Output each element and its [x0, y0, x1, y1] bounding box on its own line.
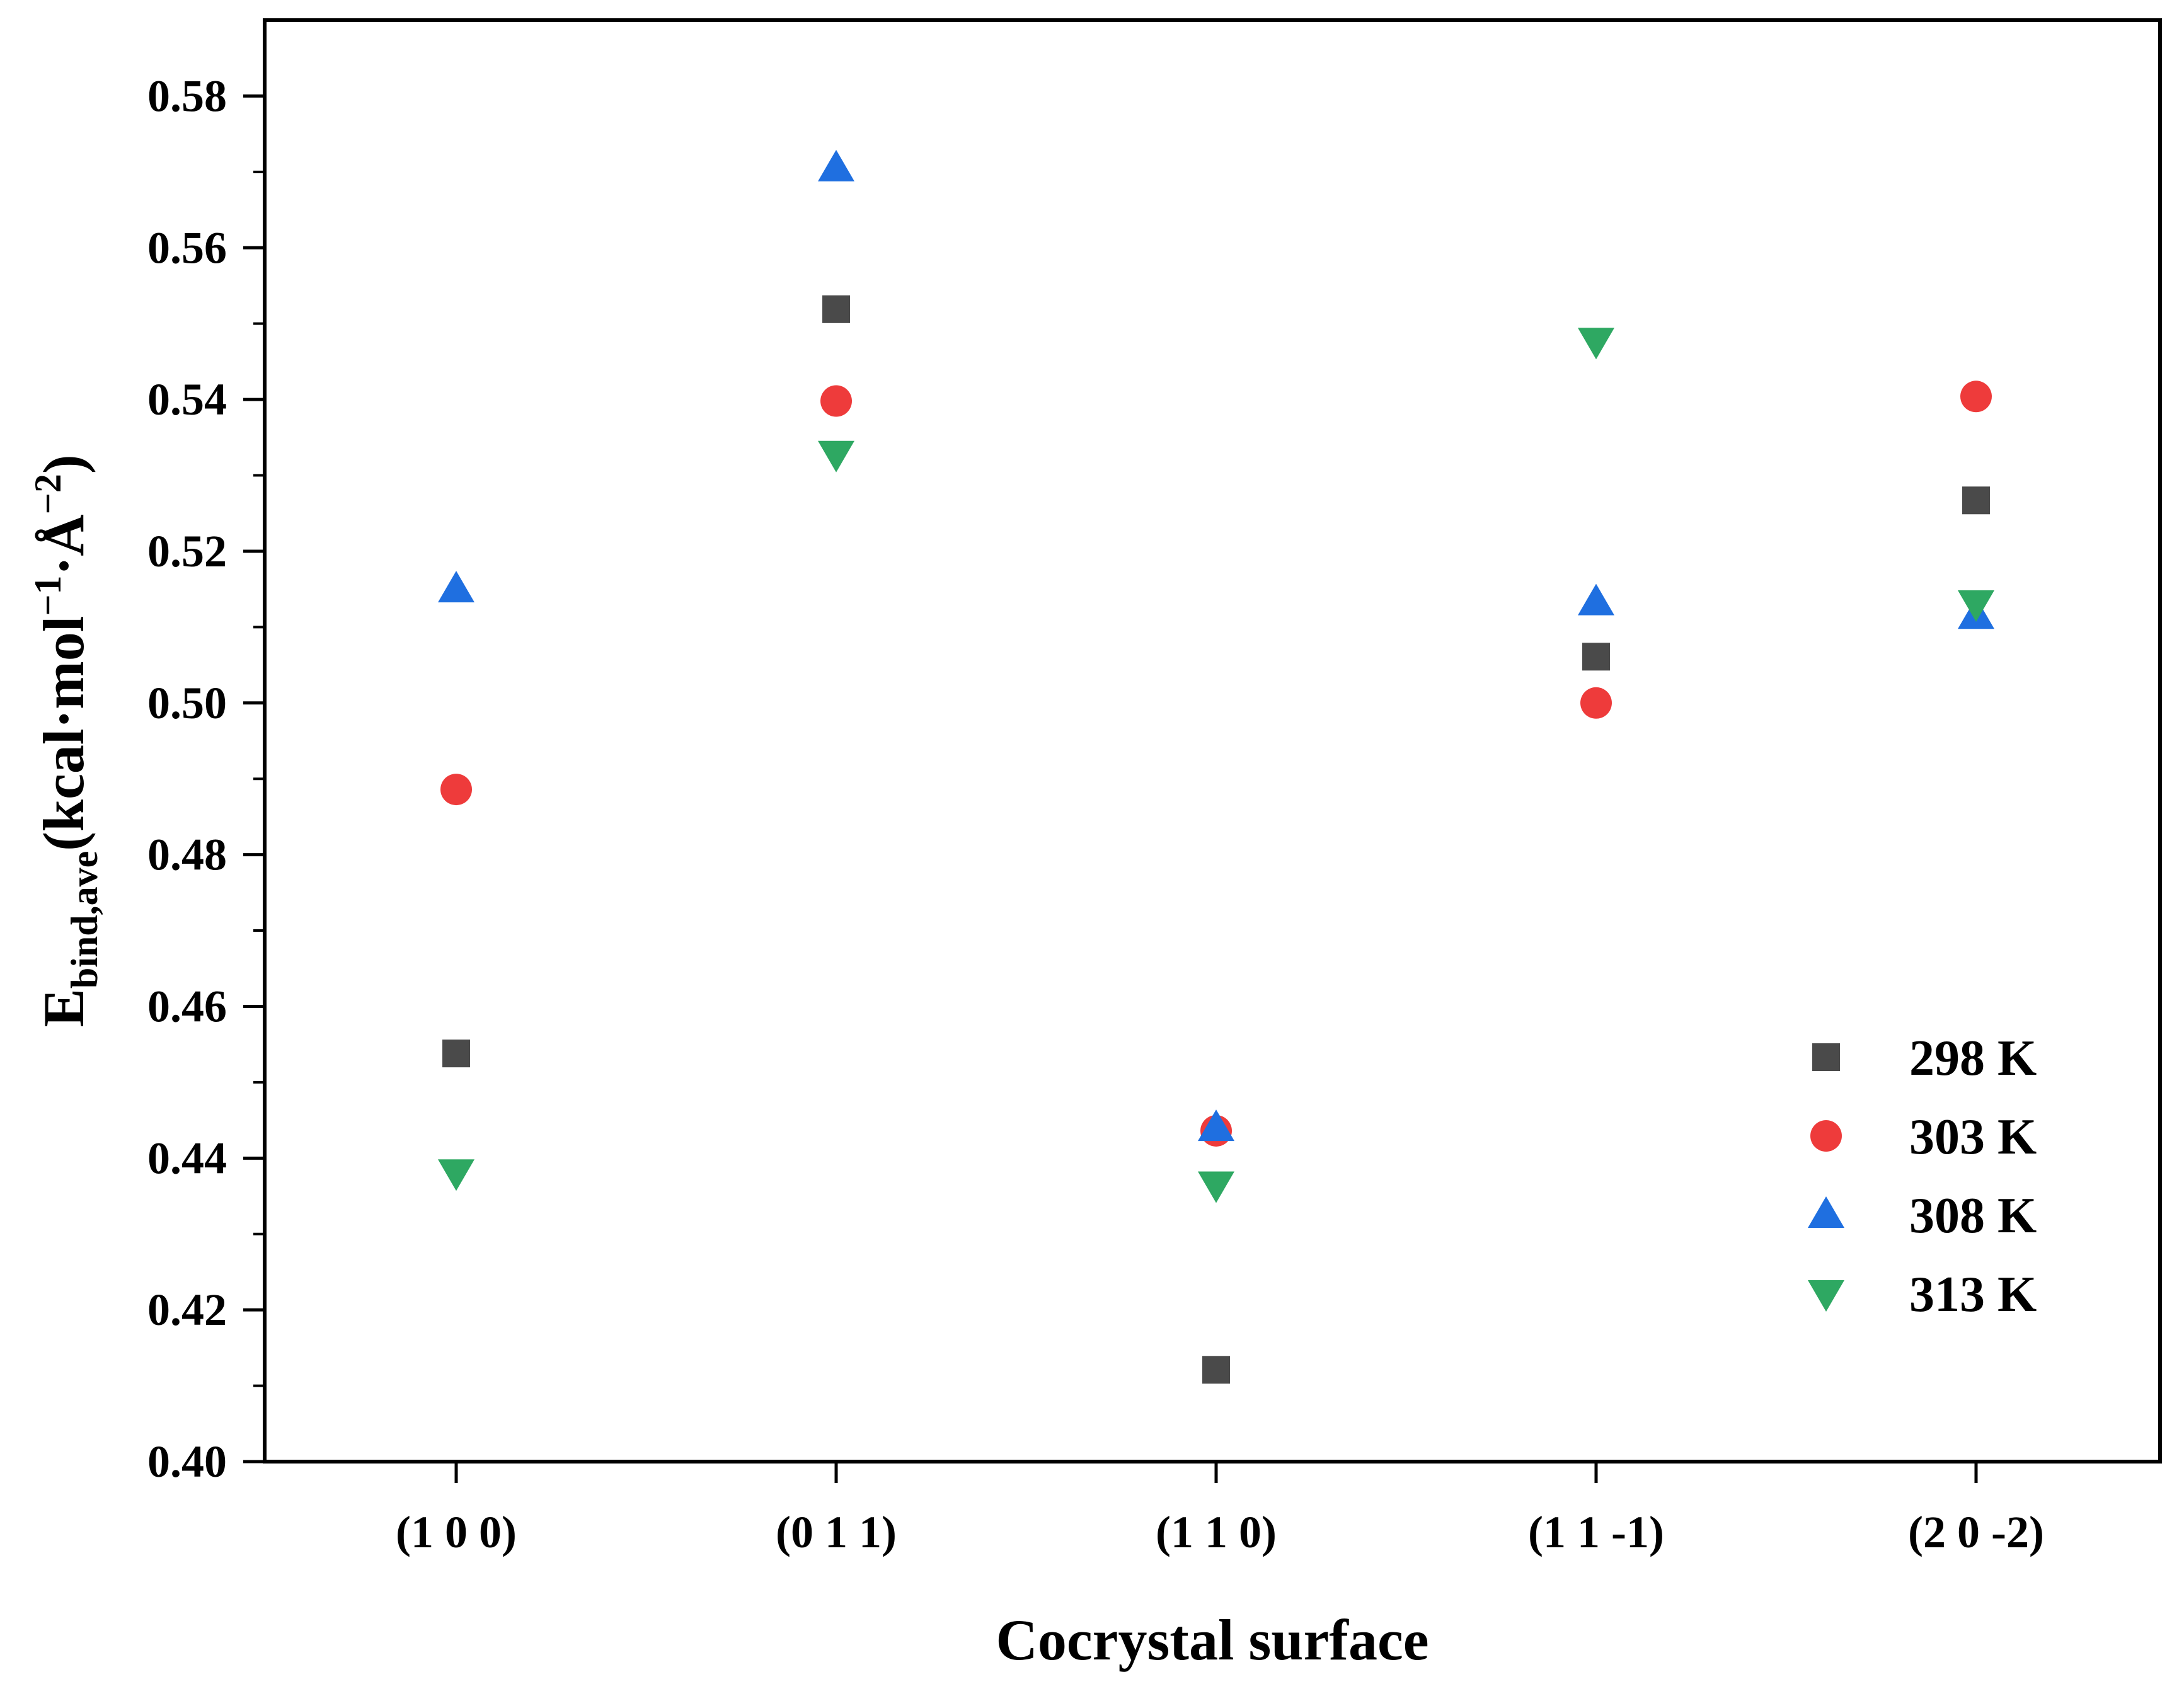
data-point	[1202, 1356, 1230, 1384]
legend-label: 313 K	[1909, 1267, 2037, 1322]
data-point	[1578, 328, 1614, 360]
x-tick-label: (1 1 -1)	[1528, 1507, 1664, 1557]
legend: 298 K 303 K 308 K 313 K	[1808, 1031, 2037, 1322]
x-axis-title: Cocrystal surface	[996, 1608, 1428, 1672]
x-axis: (1 0 0) (0 1 1) (1 1 0) (1 1 -1) (2 0 -2)	[396, 1462, 2044, 1557]
y-tick-label: 0.46	[147, 981, 227, 1031]
y-tick-label: 0.40	[147, 1436, 227, 1487]
data-point	[1578, 583, 1614, 616]
x-tick-label: (1 1 0)	[1156, 1507, 1277, 1557]
data-points	[438, 149, 1994, 1384]
plot-frame	[263, 18, 2162, 1463]
data-point	[1582, 643, 1610, 671]
y-tick-label: 0.48	[147, 830, 227, 880]
data-point	[440, 774, 472, 806]
data-point	[818, 440, 854, 473]
y-tick-label: 0.44	[147, 1133, 227, 1183]
y-tick-label: 0.50	[147, 678, 227, 728]
data-point	[822, 295, 850, 323]
legend-marker	[1808, 1280, 1844, 1312]
data-point	[442, 1040, 470, 1068]
y-tick-label: 0.42	[147, 1285, 227, 1335]
legend-marker	[1810, 1120, 1842, 1152]
y-tick-label: 0.52	[147, 526, 227, 576]
data-point	[438, 1159, 474, 1191]
y-axis-title-exp1: −1	[27, 575, 69, 616]
legend-label: 298 K	[1909, 1031, 2037, 1086]
legend-label: 303 K	[1909, 1109, 2037, 1165]
y-tick-label: 0.56	[147, 222, 227, 273]
data-point	[1958, 590, 1994, 622]
data-point	[1198, 1171, 1234, 1203]
y-axis-title-mid: ·Å	[32, 514, 96, 575]
y-axis-title-subscript: bind,ave	[64, 851, 105, 988]
y-axis: 0.40 0.42 0.44 0.46 0.48 0.50 0.52 0.54 0.56 0.58	[147, 71, 265, 1487]
data-point	[818, 149, 854, 181]
y-tick-label: 0.54	[147, 374, 227, 425]
data-point	[438, 571, 474, 603]
x-tick-label: (2 0 -2)	[1908, 1507, 2044, 1557]
data-point	[820, 385, 852, 417]
x-tick-label: (1 0 0)	[396, 1507, 517, 1557]
y-axis-title-exp2: −2	[27, 474, 69, 514]
legend-marker	[1808, 1196, 1844, 1228]
legend-marker	[1812, 1043, 1840, 1071]
legend-label: 308 K	[1909, 1188, 2037, 1244]
y-axis-title-unit-open: (kcal·mol	[32, 616, 96, 851]
y-axis-title-unit-close: )	[32, 454, 96, 474]
data-point	[1580, 687, 1612, 719]
x-tick-label: (0 1 1)	[776, 1507, 897, 1557]
data-point	[1962, 486, 1990, 515]
data-point	[1960, 381, 1992, 413]
y-tick-label: 0.58	[147, 71, 227, 121]
data-point	[1198, 1109, 1234, 1142]
y-axis-title: Ebind,ave(kcal·mol−1·Å−2)	[27, 454, 105, 1027]
y-axis-title-main: E	[32, 988, 96, 1027]
